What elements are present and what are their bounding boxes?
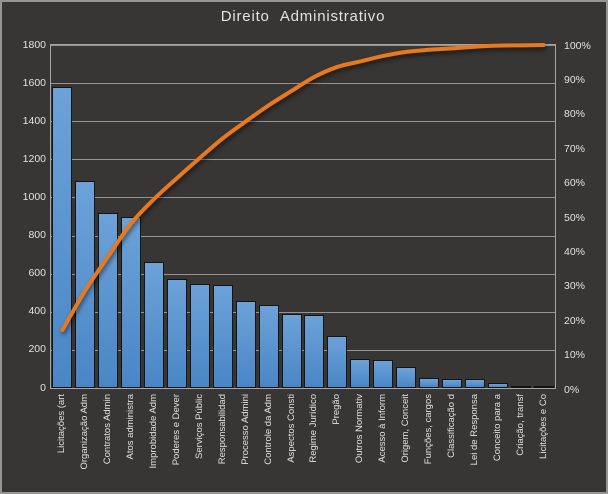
right-axis-tick-label: 10%: [564, 349, 586, 362]
category-label: Acesso à Inform: [377, 394, 389, 463]
bar-15[interactable]: [373, 360, 394, 388]
category-label: Origem, Conceit: [400, 394, 412, 463]
bar-7[interactable]: [189, 284, 210, 388]
bar-3[interactable]: [98, 212, 119, 388]
right-axis-tick-label: 0%: [564, 383, 580, 396]
category-label: Criação, transf: [514, 394, 526, 456]
category-label: Controle da Adm: [262, 394, 274, 465]
right-axis-tick-label: 30%: [564, 280, 586, 293]
bar-9[interactable]: [235, 301, 256, 388]
right-axis-tick-label: 50%: [564, 211, 586, 224]
gridline: [51, 197, 555, 199]
chart-title: Direito Administrativo: [220, 8, 386, 25]
right-axis-tick-label: 100%: [564, 39, 591, 52]
right-axis-tick-label: 70%: [564, 142, 586, 155]
gridline: [51, 388, 555, 389]
category-label: Licitações e Co: [537, 394, 549, 459]
right-axis-tick-label: 80%: [564, 108, 586, 121]
left-axis-tick-label: 1000: [22, 190, 46, 203]
left-axis-tick-label: 200: [28, 343, 46, 356]
right-axis-tick-label: 40%: [564, 245, 586, 258]
bar-21[interactable]: [510, 386, 531, 388]
gridline: [51, 349, 555, 351]
category-label: Atos administra: [125, 394, 137, 460]
gridline: [51, 159, 555, 161]
category-label: Outros Normativ: [354, 394, 366, 464]
bar-19[interactable]: [464, 379, 485, 388]
gridline: [51, 235, 555, 237]
category-label: Conceito para a: [491, 394, 503, 462]
bar-1[interactable]: [52, 86, 73, 388]
gridline: [51, 45, 555, 46]
bar-22[interactable]: [533, 386, 554, 388]
category-label: Pregão: [331, 394, 343, 425]
left-axis-tick-label: 1200: [22, 152, 46, 165]
bar-16[interactable]: [396, 367, 417, 388]
category-label: Poderes e Dever: [171, 394, 182, 466]
gridline: [51, 273, 555, 275]
left-axis-tick-label: 0: [40, 381, 46, 394]
left-axis-tick-label: 800: [28, 229, 46, 242]
bar-6[interactable]: [167, 279, 187, 388]
left-axis-tick-label: 1800: [22, 38, 46, 51]
category-label: Organização Adm: [79, 394, 91, 470]
cumulative-line[interactable]: [60, 43, 546, 333]
bar-11[interactable]: [281, 313, 302, 388]
bar-4[interactable]: [121, 216, 142, 388]
right-axis-tick-label: 90%: [564, 73, 586, 86]
bar-17[interactable]: [419, 377, 439, 388]
bar-2[interactable]: [75, 181, 96, 388]
category-label: Licitações (art: [56, 394, 68, 454]
left-axis-tick-label: 600: [28, 267, 46, 280]
category-label: Serviços Públic: [193, 394, 205, 459]
category-label: Processo Admini: [239, 394, 251, 465]
category-label: Contratos Admin: [102, 394, 114, 465]
left-axis-tick-label: 400: [28, 305, 46, 318]
bar-18[interactable]: [441, 379, 462, 388]
bar-5[interactable]: [144, 262, 165, 388]
bar-12[interactable]: [304, 314, 325, 388]
bar-10[interactable]: [258, 305, 279, 388]
bar-8[interactable]: [212, 285, 233, 388]
left-axis-tick-label: 1600: [22, 76, 46, 89]
left-axis-tick-label: 1400: [22, 114, 46, 127]
right-axis-tick-label: 60%: [564, 177, 586, 190]
category-label: Lei de Responsa: [468, 394, 480, 466]
category-label: Responsabilidad: [216, 394, 228, 465]
category-label: Funções, cargos: [423, 394, 434, 465]
right-axis-tick-label: 20%: [564, 314, 586, 327]
bar-13[interactable]: [327, 335, 348, 388]
category-label: Aspectos Consti: [285, 394, 297, 463]
category-label: Improbidade Adm: [148, 394, 160, 469]
plot-area: [50, 43, 556, 389]
bar-20[interactable]: [487, 383, 508, 388]
gridline: [51, 311, 555, 313]
bar-14[interactable]: [350, 359, 371, 388]
cumulative-line-series[interactable]: [51, 43, 555, 388]
gridline: [51, 121, 555, 123]
category-label: Regime Jurídico: [308, 394, 320, 463]
category-label: Classificação d: [445, 394, 457, 458]
